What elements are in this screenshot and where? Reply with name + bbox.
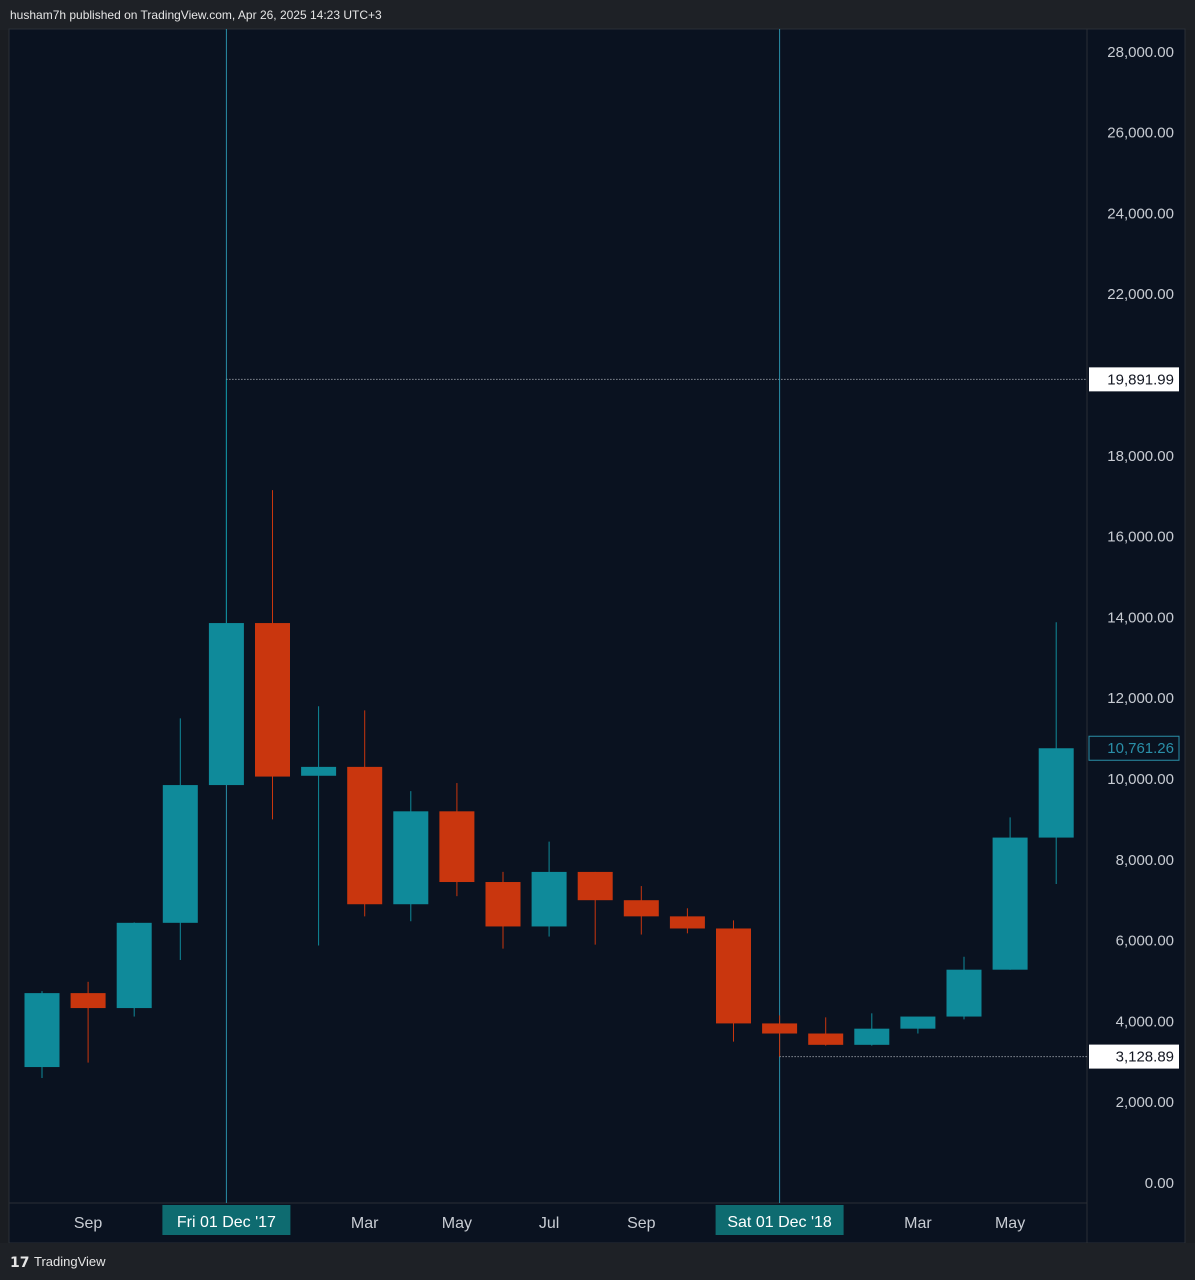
date-highlight-label: Sat 01 Dec '18 xyxy=(715,1205,844,1235)
candle[interactable] xyxy=(393,791,429,922)
publish-info-text: husham7h published on TradingView.com, A… xyxy=(10,8,382,22)
candle[interactable] xyxy=(162,718,198,960)
price-tick-label: 0.00 xyxy=(1145,1175,1174,1192)
price-highlight-label: 3,128.89 xyxy=(1089,1044,1179,1069)
candle[interactable] xyxy=(900,1016,936,1034)
candle[interactable] xyxy=(116,922,152,1017)
time-tick-label: May xyxy=(995,1215,1025,1232)
price-tick-label: 12,000.00 xyxy=(1107,690,1174,707)
publish-header: husham7h published on TradingView.com, A… xyxy=(0,0,1195,30)
date-label-text: Fri 01 Dec '17 xyxy=(177,1214,276,1231)
candle[interactable] xyxy=(946,956,982,1020)
candle[interactable] xyxy=(669,908,705,934)
candle-body xyxy=(1038,748,1074,838)
candle[interactable] xyxy=(347,710,383,917)
price-tick-label: 14,000.00 xyxy=(1107,609,1174,626)
time-tick-label: May xyxy=(442,1215,472,1232)
price-tick-label: 26,000.00 xyxy=(1107,125,1174,142)
candle-body xyxy=(762,1023,798,1034)
candle[interactable] xyxy=(24,991,60,1078)
candle-body xyxy=(24,993,60,1068)
candles-layer[interactable] xyxy=(24,379,1074,1078)
candle[interactable] xyxy=(854,1013,890,1046)
price-label-bg xyxy=(1088,735,1180,761)
price-label-bg xyxy=(1089,1044,1179,1069)
candle[interactable] xyxy=(577,871,613,945)
price-tick-label: 10,000.00 xyxy=(1107,771,1174,788)
candle-body xyxy=(116,922,152,1009)
candle-body xyxy=(669,916,705,929)
candle[interactable] xyxy=(531,841,567,937)
candle[interactable] xyxy=(70,981,106,1063)
candle-body xyxy=(900,1016,936,1029)
price-tick-label: 6,000.00 xyxy=(1116,933,1174,950)
date-highlight-label: Fri 01 Dec '17 xyxy=(162,1205,291,1235)
price-label-text: 3,128.89 xyxy=(1116,1049,1174,1066)
tradingview-logo-text: TradingView xyxy=(34,1254,106,1269)
date-label-text: Sat 01 Dec '18 xyxy=(727,1214,832,1231)
candle[interactable] xyxy=(439,783,475,897)
tradingview-logo-icon: 17 xyxy=(10,1255,30,1271)
price-tick-label: 8,000.00 xyxy=(1116,852,1174,869)
candle[interactable] xyxy=(716,920,751,1042)
candle-body xyxy=(623,900,659,917)
price-highlight-label: 19,891.99 xyxy=(1089,367,1179,392)
candle[interactable] xyxy=(762,1015,798,1057)
price-tick-label: 28,000.00 xyxy=(1107,44,1174,61)
time-tick-label: Sep xyxy=(627,1215,656,1232)
axis-highlight-labels: Fri 01 Dec '17 Sat 01 Dec '18 19,891.99 10,… xyxy=(162,367,1180,1235)
candle-body xyxy=(162,785,198,923)
candle-body xyxy=(808,1033,844,1045)
price-label-bg xyxy=(1089,367,1179,392)
candle-body xyxy=(347,766,383,905)
candle[interactable] xyxy=(301,706,337,946)
candle-body xyxy=(716,928,751,1024)
price-axis[interactable]: 0.00 2,000.00 4,000.00 6,000.00 8,000.00 10,0… xyxy=(1107,44,1174,1192)
candle-body xyxy=(577,871,613,901)
price-tick-label: 22,000.00 xyxy=(1107,286,1174,303)
candle-body xyxy=(301,766,337,776)
price-highlight-label: 10,761.26 xyxy=(1088,735,1180,761)
price-label-text: 19,891.99 xyxy=(1107,371,1174,388)
price-tick-label: 24,000.00 xyxy=(1107,205,1174,222)
candle[interactable] xyxy=(255,490,290,820)
candle[interactable] xyxy=(623,886,659,935)
price-tick-label: 4,000.00 xyxy=(1116,1013,1174,1030)
date-label-bg xyxy=(162,1205,291,1235)
candle[interactable] xyxy=(485,871,521,949)
price-tick-label: 16,000.00 xyxy=(1107,529,1174,546)
date-label-bg xyxy=(715,1205,844,1235)
time-axis[interactable]: Sep Mar May Jul Sep Mar May xyxy=(74,1215,1025,1232)
candle-body xyxy=(485,882,521,927)
time-tick-label: Mar xyxy=(351,1215,379,1232)
price-tick-label: 2,000.00 xyxy=(1116,1094,1174,1111)
candle-body xyxy=(854,1028,890,1045)
candle-body xyxy=(992,837,1028,970)
candle-body xyxy=(946,969,982,1017)
candle-body xyxy=(393,811,429,905)
candle-body xyxy=(70,993,106,1009)
candle[interactable] xyxy=(208,379,244,786)
candle-body xyxy=(439,811,475,883)
time-tick-label: Jul xyxy=(539,1215,559,1232)
candle-body xyxy=(208,623,244,786)
time-tick-label: Mar xyxy=(904,1215,932,1232)
chart-frame xyxy=(8,28,1186,1244)
candle-body xyxy=(255,623,290,777)
candle[interactable] xyxy=(1038,622,1074,885)
candle[interactable] xyxy=(808,1017,844,1046)
price-label-text: 10,761.26 xyxy=(1107,740,1174,757)
time-tick-label: Sep xyxy=(74,1215,103,1232)
candle-body xyxy=(531,871,567,927)
price-tick-label: 18,000.00 xyxy=(1107,448,1174,465)
footer-bar: 17 TradingView xyxy=(0,1243,1195,1280)
candle[interactable] xyxy=(992,817,1028,970)
